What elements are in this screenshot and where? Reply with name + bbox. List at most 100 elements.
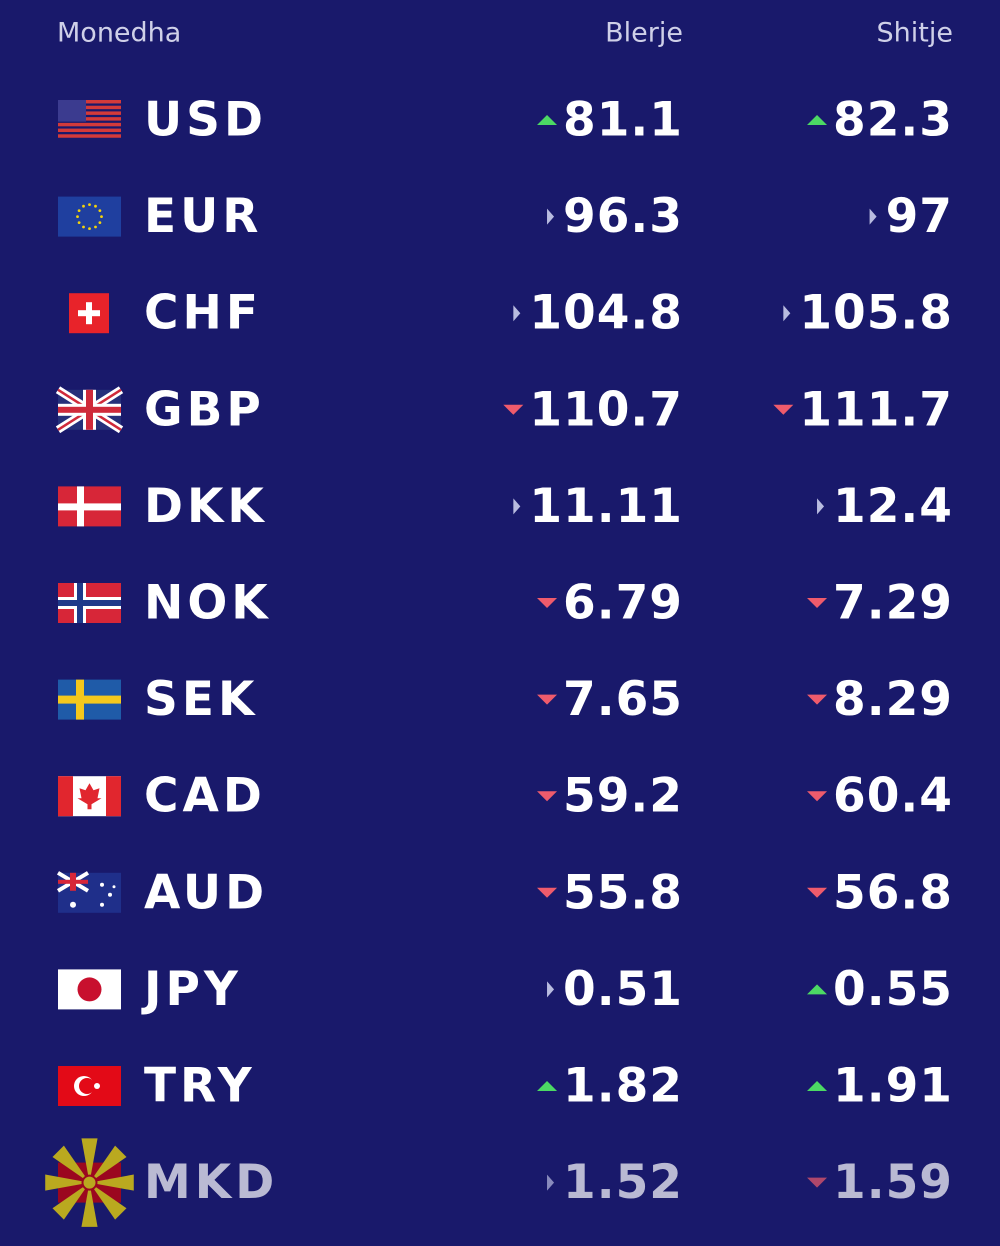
- flag-part: [94, 204, 97, 208]
- sell-rate: 1.59: [833, 1155, 953, 1210]
- buy-rate: 1.52: [563, 1155, 683, 1210]
- trend-down: [807, 887, 828, 898]
- flag-part: [89, 1182, 127, 1220]
- trend-down: [807, 598, 828, 608]
- flag-part: [58, 105, 121, 110]
- trend-flat: [513, 305, 521, 322]
- flag-icon: [55, 386, 124, 434]
- trend-down: [503, 404, 524, 415]
- buy-rate: 11.11: [529, 479, 683, 534]
- currency-code: NOK: [144, 576, 272, 631]
- buy-rate: 7.65: [563, 672, 683, 727]
- trend-flat: [547, 208, 555, 225]
- trend-down: [807, 791, 828, 802]
- currency-row: CAD 59.2 60.4: [58, 769, 952, 824]
- currency-row: JPY 0.51 0.55: [58, 962, 953, 1017]
- flag-part: [98, 209, 102, 213]
- currency-code: USD: [144, 93, 267, 148]
- buy-rate: 104.8: [529, 286, 683, 341]
- header-sell: Shitje: [877, 18, 953, 49]
- currency-code: CAD: [144, 769, 266, 824]
- flag-part: [58, 776, 73, 817]
- flag-part: [106, 776, 121, 817]
- currency-code: AUD: [144, 865, 268, 920]
- trend-flat: [547, 1174, 555, 1191]
- flag-part: [58, 122, 121, 127]
- currency-row: GBP 110.7 111.7: [55, 382, 953, 437]
- flag-part: [58, 406, 121, 413]
- sell-rate: 12.4: [833, 479, 953, 534]
- flag-part: [82, 204, 85, 208]
- currency-row: DKK 11.11 12.4: [58, 479, 953, 534]
- trend-up: [807, 984, 828, 995]
- header-currency: Monedha: [57, 18, 181, 49]
- sell-rate: 111.7: [799, 382, 953, 437]
- currency-code: EUR: [144, 189, 262, 244]
- flag-part: [76, 215, 79, 219]
- currency-code: GBP: [144, 382, 265, 437]
- flag-icon: [58, 1066, 121, 1106]
- buy-rate: 110.7: [529, 382, 683, 437]
- flag-part: [58, 503, 121, 511]
- flag-part: [89, 1145, 127, 1183]
- flag-part: [78, 310, 100, 317]
- currency-code: JPY: [141, 962, 242, 1017]
- flag-part: [58, 600, 121, 606]
- trend-down: [537, 791, 558, 802]
- flag-part: [58, 128, 121, 133]
- flag-icon: [58, 776, 121, 817]
- flag-part: [45, 1174, 90, 1191]
- buy-rate: 6.79: [563, 576, 683, 631]
- flag-part: [94, 1083, 100, 1089]
- currency-row: SEK 7.65 8.29: [58, 672, 953, 727]
- sell-rate: 8.29: [833, 672, 953, 727]
- buy-rate: 1.82: [563, 1059, 683, 1114]
- sell-rate: 105.8: [799, 286, 953, 341]
- currency-row: EUR 96.3 97: [58, 189, 952, 244]
- flag-part: [81, 1138, 98, 1183]
- flag-icon: [58, 196, 121, 237]
- flag-icon: [58, 100, 121, 138]
- sell-rate: 7.29: [833, 576, 953, 631]
- flag-icon: [45, 1138, 134, 1227]
- trend-up: [537, 1081, 558, 1091]
- flag-part: [100, 902, 104, 907]
- flag-part: [94, 225, 97, 229]
- currency-row: USD 81.1 82.3: [58, 93, 952, 148]
- flag-part: [77, 209, 81, 213]
- trend-down: [807, 694, 828, 705]
- flag-part: [100, 215, 103, 219]
- flag-part: [88, 203, 91, 207]
- currency-row: NOK 6.79 7.29: [58, 576, 953, 631]
- currency-code: SEK: [144, 672, 258, 727]
- flag-icon: [58, 486, 121, 527]
- flag-icon: [58, 679, 121, 720]
- flag-part: [77, 783, 102, 810]
- trend-up: [807, 1081, 828, 1091]
- currency-row: CHF 104.8 105.8: [69, 286, 953, 341]
- flag-part: [58, 100, 121, 104]
- trend-flat: [869, 208, 877, 225]
- flag-part: [98, 221, 102, 225]
- flag-part: [58, 111, 121, 115]
- trend-down: [537, 598, 558, 608]
- trend-down: [807, 1177, 828, 1188]
- flag-icon: [69, 293, 109, 334]
- flag-part: [77, 221, 81, 225]
- sell-rate: 56.8: [833, 865, 953, 920]
- flag-part: [58, 196, 121, 237]
- currency-code: DKK: [144, 479, 268, 534]
- trend-down: [537, 694, 558, 705]
- sell-rate: 0.55: [833, 962, 953, 1017]
- flag-part: [88, 227, 91, 231]
- currency-row: TRY 1.82 1.91: [58, 1059, 952, 1114]
- currency-code: TRY: [144, 1059, 256, 1114]
- header-buy: Blerje: [605, 18, 683, 49]
- flag-icon: [58, 969, 121, 1010]
- flag-part: [77, 977, 102, 1002]
- buy-rate: 55.8: [563, 865, 683, 920]
- trend-flat: [547, 981, 555, 998]
